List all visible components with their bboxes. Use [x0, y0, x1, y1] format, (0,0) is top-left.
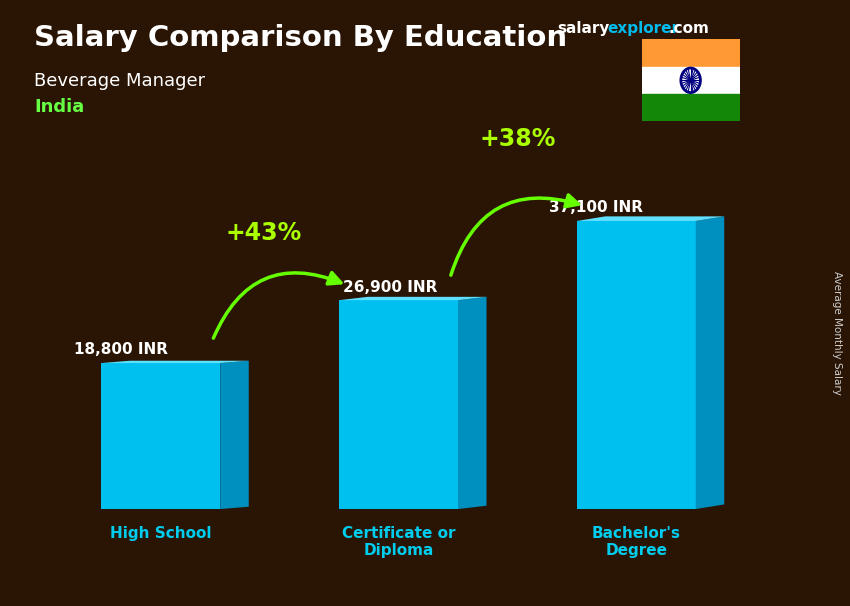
Circle shape — [689, 79, 692, 82]
Text: 18,800 INR: 18,800 INR — [74, 342, 167, 358]
FancyArrowPatch shape — [450, 195, 578, 275]
Text: salary: salary — [557, 21, 609, 36]
Bar — [642, 94, 740, 121]
Text: +43%: +43% — [226, 221, 302, 245]
Polygon shape — [695, 216, 724, 509]
Text: Average Monthly Salary: Average Monthly Salary — [832, 271, 842, 395]
Bar — [339, 300, 458, 509]
Bar — [642, 67, 740, 94]
Text: 26,900 INR: 26,900 INR — [343, 279, 438, 295]
Bar — [577, 221, 695, 509]
Text: India: India — [34, 98, 84, 116]
Bar — [101, 363, 220, 509]
Polygon shape — [339, 297, 486, 300]
Polygon shape — [577, 216, 724, 221]
Bar — [642, 39, 740, 67]
Text: explorer: explorer — [608, 21, 680, 36]
Text: Beverage Manager: Beverage Manager — [34, 72, 205, 90]
Polygon shape — [458, 297, 486, 509]
Text: .com: .com — [669, 21, 710, 36]
Polygon shape — [101, 361, 249, 363]
Polygon shape — [220, 361, 249, 509]
Text: +38%: +38% — [479, 127, 556, 151]
FancyArrowPatch shape — [213, 273, 341, 338]
Text: Salary Comparison By Education: Salary Comparison By Education — [34, 24, 567, 52]
Text: 37,100 INR: 37,100 INR — [549, 201, 643, 215]
